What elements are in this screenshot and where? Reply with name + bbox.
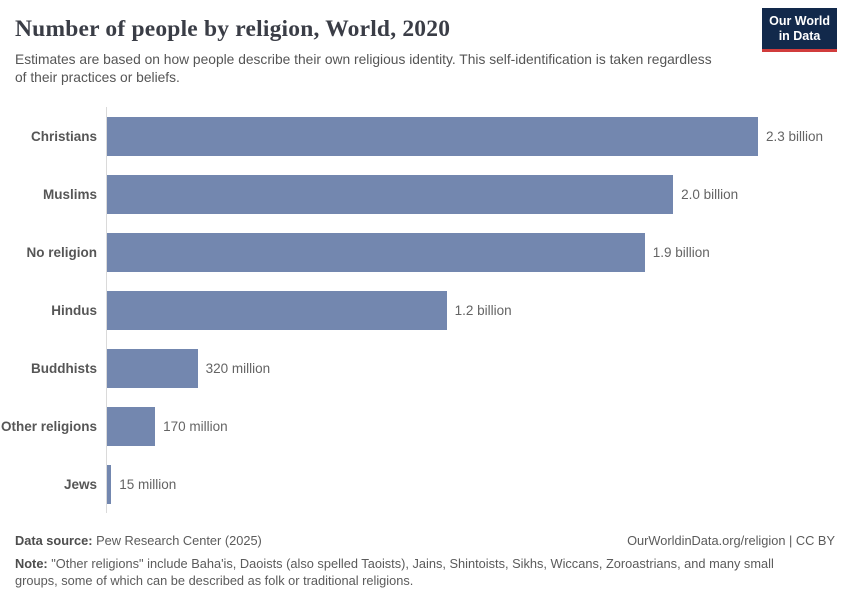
bar-area: 15 million — [106, 455, 835, 514]
category-label: Jews — [63, 476, 97, 492]
bar-christians[interactable] — [107, 116, 758, 156]
chart-note: Note: "Other religions" include Baha'is,… — [15, 555, 803, 590]
page-title: Number of people by religion, World, 202… — [15, 16, 451, 42]
note-text: "Other religions" include Baha'is, Daois… — [15, 555, 774, 588]
bar-buddhists[interactable] — [107, 348, 198, 388]
note-label: Note: — [15, 555, 48, 571]
owid-logo[interactable]: Our World in Data — [762, 8, 837, 52]
value-label: 1.2 billion — [454, 302, 512, 318]
bar-row: Other religions 170 million — [0, 397, 835, 456]
bar-area: 170 million — [106, 397, 835, 456]
category-label: Muslims — [42, 186, 97, 202]
bar-row: Jews 15 million — [0, 455, 835, 514]
bar-area: 2.3 billion — [106, 107, 835, 166]
chart-header: Number of people by religion, World, 202… — [0, 0, 850, 86]
chart-footer: Data source: Pew Research Center (2025) … — [0, 532, 850, 589]
bar-area: 2.0 billion — [106, 165, 835, 224]
value-label: 170 million — [163, 418, 228, 434]
license-link[interactable]: OurWorldinData.org/religion | CC BY — [627, 533, 835, 549]
bar-row: Christians 2.3 billion — [0, 107, 835, 166]
data-source-label: Data source: — [15, 533, 93, 549]
category-label: Hindus — [51, 302, 97, 318]
bar-row: Hindus 1.2 billion — [0, 281, 835, 340]
bar-area: 320 million — [106, 339, 835, 398]
category-label: Other religions — [0, 418, 97, 434]
chart-subtitle: Estimates are based on how people descri… — [15, 52, 712, 85]
value-label: 1.9 billion — [652, 244, 710, 260]
bar-other-religions[interactable] — [107, 406, 156, 446]
value-label: 320 million — [205, 360, 271, 376]
bar-muslims[interactable] — [107, 174, 674, 214]
category-label: Buddhists — [31, 360, 97, 376]
value-label: 2.3 billion — [766, 128, 824, 144]
data-source-text: Pew Research Center (2025) — [96, 533, 262, 549]
value-label: 15 million — [119, 476, 177, 492]
category-label: No religion — [26, 244, 98, 260]
bar-row: No religion 1.9 billion — [0, 223, 835, 282]
data-source: Data source: Pew Research Center (2025) — [15, 532, 262, 549]
owid-logo-line2: in Data — [778, 29, 821, 43]
value-label: 2.0 billion — [681, 186, 739, 202]
owid-logo-line1: Our World — [769, 14, 830, 28]
source-row: Data source: Pew Research Center (2025) … — [15, 532, 835, 549]
category-label: Christians — [30, 128, 97, 144]
bar-jews[interactable] — [107, 464, 112, 504]
bar-chart: Christians 2.3 billion Muslims 2.0 billion N… — [0, 107, 850, 514]
bar-row: Buddhists 320 million — [0, 339, 835, 398]
bar-area: 1.2 billion — [106, 281, 835, 340]
bar-area: 1.9 billion — [106, 223, 835, 282]
bar-no-religion[interactable] — [107, 232, 645, 272]
bar-row: Muslims 2.0 billion — [0, 165, 835, 224]
bar-hindus[interactable] — [107, 290, 447, 330]
